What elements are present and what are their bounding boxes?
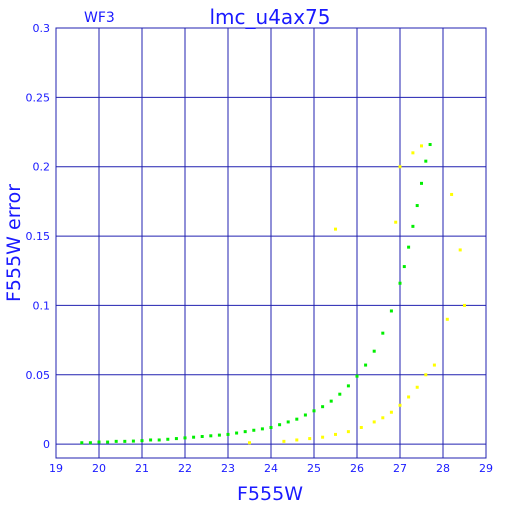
x-tick-label: 25: [307, 462, 321, 475]
green-data-point: [226, 432, 230, 436]
green-data-point: [415, 204, 419, 208]
green-data-point: [372, 349, 376, 353]
yellow-data-point: [389, 410, 393, 414]
green-data-point: [407, 245, 411, 249]
green-data-point: [346, 384, 350, 388]
green-data-point: [114, 439, 118, 443]
yellow-data-point: [398, 165, 402, 169]
x-tick-label: 26: [350, 462, 364, 475]
y-tick-label: 0.05: [26, 369, 51, 382]
green-data-point: [157, 438, 161, 442]
green-data-point: [80, 441, 84, 445]
green-data-point: [252, 428, 256, 432]
yellow-data-point: [282, 439, 286, 443]
y-tick-label: 0.25: [26, 91, 51, 104]
green-data-point: [131, 439, 135, 443]
x-tick-label: 21: [135, 462, 149, 475]
green-data-point: [295, 417, 299, 421]
yellow-data-point: [432, 363, 436, 367]
yellow-data-point: [381, 416, 385, 420]
yellow-data-point: [359, 425, 363, 429]
green-data-point: [149, 438, 153, 442]
x-axis-label: F555W: [237, 483, 303, 505]
yellow-data-point: [420, 144, 423, 148]
green-data-point: [243, 430, 247, 434]
yellow-data-point: [321, 435, 325, 439]
green-data-point: [329, 399, 333, 403]
green-data-point: [398, 281, 402, 285]
green-data-point: [420, 181, 423, 185]
yellow-data-point: [248, 441, 251, 445]
green-data-point: [286, 420, 290, 424]
yellow-data-point: [295, 438, 299, 442]
yellow-data-point: [394, 220, 398, 224]
green-data-point: [217, 433, 221, 437]
x-tick-label: 27: [393, 462, 407, 475]
green-data-point: [209, 434, 213, 438]
y-tick-label: 0.3: [33, 22, 51, 35]
green-data-point: [278, 423, 282, 427]
green-data-point: [260, 427, 264, 431]
green-data-point: [235, 431, 239, 435]
y-tick-label: 0.15: [26, 230, 51, 243]
green-data-point: [364, 363, 368, 367]
green-data-point: [97, 440, 101, 444]
green-data-point: [166, 437, 170, 441]
y-tick-label: 0: [43, 438, 50, 451]
yellow-data-point: [450, 192, 454, 196]
green-data-point: [424, 159, 428, 163]
green-data-point: [402, 265, 406, 269]
x-tick-label: 28: [436, 462, 450, 475]
green-data-point: [106, 440, 110, 444]
green-data-point: [192, 435, 196, 439]
green-data-point: [303, 413, 307, 417]
yellow-data-point: [308, 437, 312, 441]
yellow-data-point: [398, 403, 402, 407]
green-data-point: [312, 409, 316, 413]
yellow-data-point: [334, 227, 337, 231]
green-data-point: [355, 374, 359, 378]
yellow-data-point: [407, 395, 411, 399]
green-data-point: [428, 143, 432, 147]
yellow-data-point: [445, 317, 449, 321]
yellow-data-point: [458, 248, 462, 252]
green-data-point: [269, 425, 273, 429]
green-data-point: [174, 437, 178, 441]
green-data-point: [183, 436, 187, 440]
chart-title: lmc_u4ax75: [210, 5, 331, 29]
yellow-data-point: [463, 303, 466, 307]
green-data-point: [321, 405, 325, 409]
yellow-data-point: [415, 385, 419, 389]
yellow-data-point: [346, 430, 350, 434]
y-tick-labels: 0 0.05 0.1 0.15 0.2 0.25 0.3: [26, 22, 51, 451]
data-points: [80, 143, 466, 445]
y-tick-label: 0.2: [33, 161, 51, 174]
x-tick-label: 23: [221, 462, 235, 475]
chart-subtitle: WF3: [84, 10, 115, 26]
green-data-point: [140, 439, 144, 443]
yellow-data-point: [334, 432, 337, 436]
x-tick-labels: 19 20 21 22 23 24 25 26 27 28 29: [49, 462, 493, 475]
green-data-point: [200, 435, 204, 438]
green-data-point: [338, 392, 342, 396]
y-axis-label: F555W error: [3, 184, 25, 302]
y-tick-label: 0.1: [33, 299, 51, 312]
yellow-data-point: [411, 151, 415, 155]
yellow-data-point: [424, 373, 428, 377]
plot-frame: [55, 27, 487, 459]
green-data-point: [381, 331, 385, 335]
green-data-point: [123, 439, 127, 443]
x-tick-label: 22: [178, 462, 192, 475]
green-data-point: [389, 309, 393, 313]
x-tick-label: 24: [264, 462, 278, 475]
green-data-point: [88, 441, 92, 445]
x-tick-label: 20: [92, 462, 106, 475]
x-tick-label: 29: [479, 462, 493, 475]
x-tick-label: 19: [49, 462, 63, 475]
yellow-data-point: [372, 420, 376, 424]
green-data-point: [411, 224, 415, 228]
